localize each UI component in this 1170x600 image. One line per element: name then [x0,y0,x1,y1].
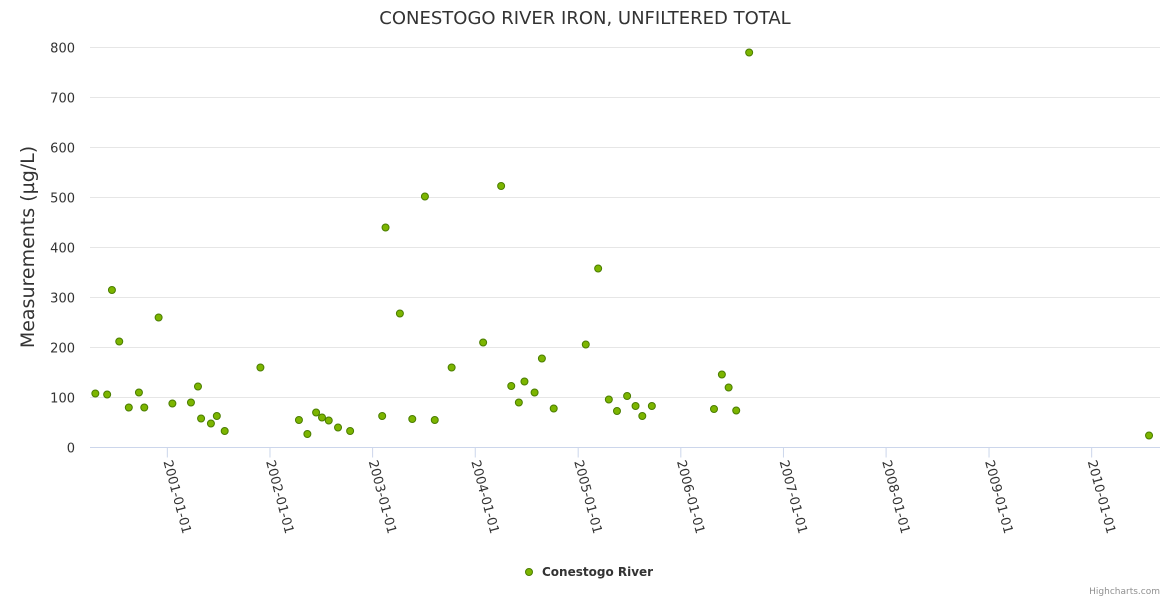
data-point[interactable] [732,406,741,415]
y-tick-label: 800 [50,42,75,57]
data-point[interactable] [378,412,387,420]
x-tick-label: 2001-01-01 [159,459,193,536]
x-tick-label: 2005-01-01 [570,459,604,536]
data-point[interactable] [623,392,632,400]
data-point[interactable] [420,192,429,201]
data-point[interactable] [381,223,390,232]
data-point[interactable] [430,416,439,424]
data-point[interactable] [537,354,546,363]
data-point[interactable] [647,402,656,410]
data-point[interactable] [294,416,303,424]
x-tick-label: 2009-01-01 [981,459,1015,536]
data-point[interactable] [134,388,143,397]
x-tick-label: 2004-01-01 [467,459,501,536]
y-tick-label: 100 [50,392,75,407]
data-point[interactable] [154,313,163,322]
legend[interactable]: Conestogo River [525,565,654,579]
data-point[interactable] [520,377,529,386]
data-point[interactable] [710,405,719,413]
y-tick-label: 600 [50,142,75,157]
data-point[interactable] [193,382,202,391]
x-tick-label: 2010-01-01 [1084,459,1118,536]
chart-title: CONESTOGO RIVER IRON, UNFILTERED TOTAL [379,8,790,29]
data-point[interactable] [549,404,558,413]
data-point[interactable] [581,340,590,349]
data-point[interactable] [212,412,221,420]
y-tick-label: 300 [50,292,75,307]
data-point[interactable] [140,403,149,412]
data-point[interactable] [1145,431,1154,440]
data-point[interactable] [507,382,516,390]
data-point[interactable] [124,403,133,412]
data-point[interactable] [168,399,177,408]
y-tick-label: 0 [67,442,75,457]
data-point[interactable] [638,412,647,420]
legend-marker [525,568,533,576]
y-tick-label: 400 [50,242,75,257]
data-point[interactable] [724,383,733,392]
data-point[interactable] [312,408,321,417]
y-tick-label: 200 [50,342,75,357]
data-point[interactable] [631,402,640,410]
data-point[interactable] [717,370,726,379]
data-point[interactable] [220,427,229,435]
data-point[interactable] [256,363,265,372]
y-tick-label: 700 [50,92,75,107]
data-point[interactable] [107,286,116,294]
legend-item-label[interactable]: Conestogo River [542,565,653,579]
credits[interactable]: Highcharts.com [1089,587,1160,597]
data-point[interactable] [497,182,506,190]
data-point[interactable] [612,407,621,415]
data-point[interactable] [186,398,195,407]
data-point[interactable] [206,419,215,428]
data-point[interactable] [395,309,404,318]
x-tick-label: 2008-01-01 [878,459,912,536]
data-point[interactable] [197,414,206,423]
x-tick-label: 2003-01-01 [365,459,399,536]
x-tick-label: 2007-01-01 [776,459,810,536]
data-point[interactable] [594,264,603,273]
data-point[interactable] [604,395,613,404]
data-point[interactable] [447,363,456,372]
series-points [91,48,1154,440]
x-tick-label: 2002-01-01 [262,459,296,536]
y-axis-label: Measurements (µg/L) [17,146,39,348]
data-point[interactable] [324,416,333,425]
x-axis-ticks: 2001-01-01 2002-01-01 2003-01-01 2004-01-01… [159,447,1118,536]
data-point[interactable] [317,413,326,422]
data-point[interactable] [334,423,343,432]
data-point[interactable] [408,415,417,423]
x-tick-label: 2006-01-01 [673,459,707,536]
data-point[interactable] [745,48,754,57]
data-point[interactable] [479,338,488,347]
data-point[interactable] [115,337,124,346]
data-point[interactable] [303,430,312,438]
data-point[interactable] [346,427,355,435]
grid [90,47,1160,398]
data-point[interactable] [91,389,100,398]
data-point[interactable] [514,398,523,407]
data-point[interactable] [103,390,112,399]
y-axis-ticks: 0 100 200 300 400 500 600 700 800 [50,42,75,457]
y-tick-label: 500 [50,192,75,207]
data-point[interactable] [530,388,539,397]
